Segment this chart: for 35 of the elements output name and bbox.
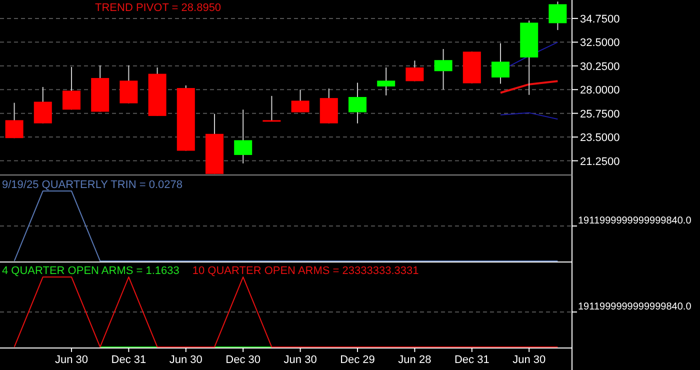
text: 4 QUARTER OPEN ARMS = 1.1633 [2,265,180,277]
candlestick [234,109,252,164]
x-tick-label: Dec 29 [340,354,375,366]
candlestick [262,95,281,122]
y-tick-label: 28.0000 [580,84,620,97]
candlestick [291,89,310,113]
candlestick [34,86,52,124]
x-tick-label: Jun 30 [169,354,202,366]
y-tick-label: 23.5000 [580,132,620,144]
candlestick [548,1,567,31]
x-tick-label: Jun 30 [54,354,88,366]
text: 1911999999999999840.0 [578,216,692,226]
y-tick-label: 34.7500 [580,13,620,26]
x-tick-label: Dec 30 [226,354,261,366]
candlestick [62,66,80,110]
series-label: 9/19/25 QUARTERLY TRIN = 0.0278 [2,179,182,191]
x-tick-label: Dec 31 [111,354,146,366]
text: 10 QUARTER OPEN ARMS = 23333333.3331 [192,265,419,277]
text: TREND PIVOT = 28.8950 [95,2,222,14]
x-tick-label: Dec 31 [454,354,490,366]
y-tick-label: 30.2500 [580,60,620,73]
y-tick-label: 21.2500 [580,156,620,168]
candlestick [377,66,396,96]
y-tick-label: 25.7500 [580,108,620,120]
candlestick [434,48,452,90]
x-tick-label: Jun 28 [398,354,432,366]
candlestick [406,60,424,82]
y-tick-label: 32.5000 [580,37,620,50]
candlestick [120,64,138,104]
text: 1911999999999999840.0 [578,302,692,312]
candlestick [492,42,510,84]
candlestick [5,102,24,139]
x-tick-label: Jun 30 [512,354,546,366]
x-tick-label: Jun 30 [284,354,317,366]
candlestick [348,82,366,124]
